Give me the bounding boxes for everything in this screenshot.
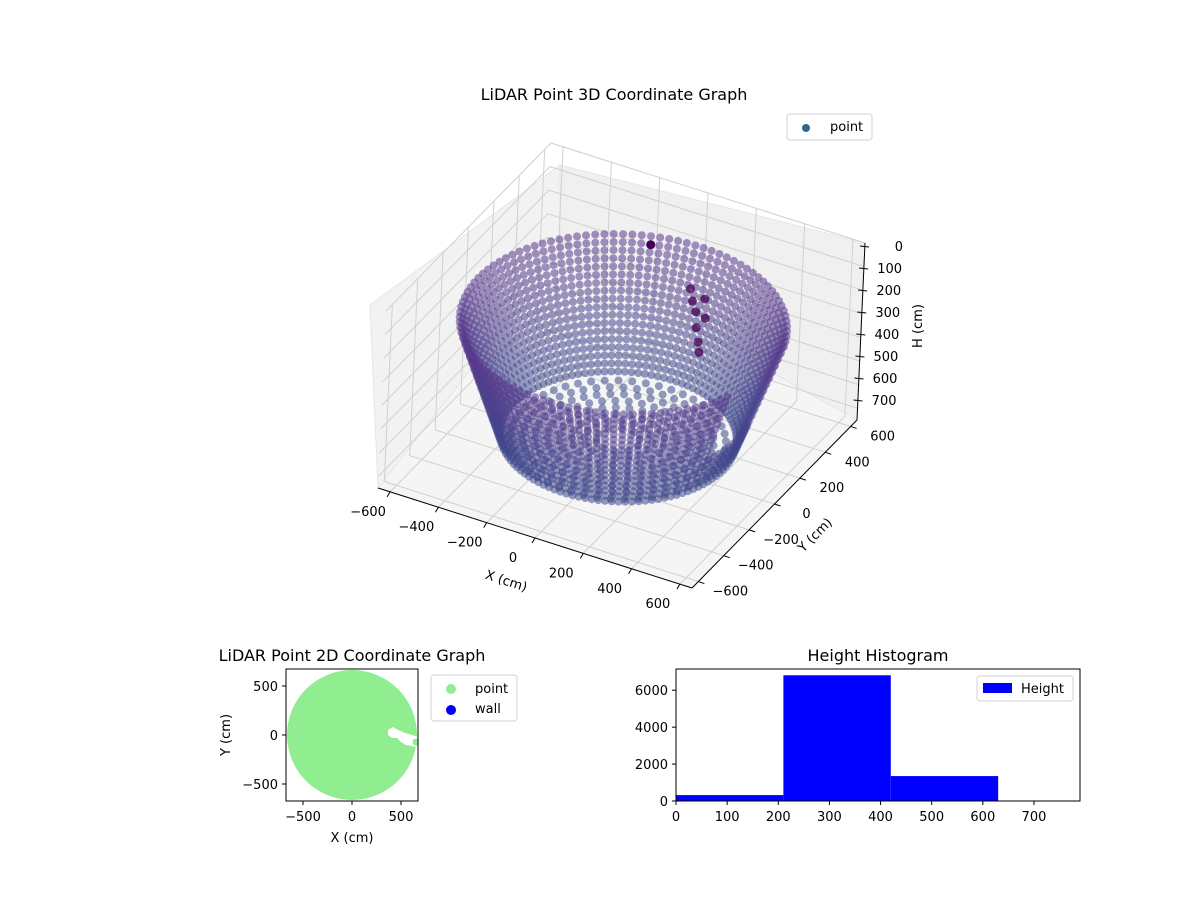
y-tick-label-2d: 0 [270,729,278,744]
legend-2d-label-point: point [475,682,508,697]
point-disk [287,670,417,800]
histogram-y-tick-label: 0 [660,795,668,810]
y-tick-label-3d: 0 [802,507,810,522]
plot-3d: LiDAR Point 3D Coordinate Graph −600 −400… [350,85,926,612]
plot-histogram: Height Histogram 0 100 200 300 400 500 600 7000… [635,646,1081,825]
legend-3d: point [786,113,873,141]
y-tick-label-3d: −400 [738,559,774,574]
z-tick-label-3d: 0 [895,240,903,255]
histogram-x-tick-label: 300 [817,810,842,825]
z-tick-label-3d: 700 [872,394,897,409]
histogram-x-tick-label: 0 [672,810,680,825]
x-tick-label-3d: 600 [646,597,671,612]
x-tick-label-3d: −400 [399,520,435,535]
y-tick-label-3d: 600 [870,429,895,444]
x-tick-label-3d: 400 [597,582,622,597]
y-tick-label-3d: −200 [763,533,799,548]
x-ticks-3d: −600 −400 −200 0 200 400 600 [350,491,681,612]
histogram-x-tick-label: 200 [766,810,791,825]
legend-wall-marker-icon [446,705,456,715]
y-tick-label-3d: −600 [712,585,748,600]
z-tick-label-3d: 100 [877,262,902,277]
plot-2d: LiDAR Point 2D Coordinate Graph −500 0 500… [219,646,518,846]
z-tick-label-3d: 400 [874,328,899,343]
histogram-bar [676,795,784,801]
histogram-y-tick-label: 2000 [635,758,668,773]
x-tick-label-3d: 0 [509,551,517,566]
z-ticks-3d: 0 100 200 300 400 500 600 700 [853,240,903,409]
histogram-title: Height Histogram [808,646,949,665]
histogram-y-tick-label: 4000 [635,721,668,736]
plot-2d-title: LiDAR Point 2D Coordinate Graph [219,646,486,665]
legend-histogram: Height [976,675,1074,702]
y-tick-label-3d: 400 [845,455,870,470]
z-tick-label-3d: 600 [873,372,898,387]
histogram-ticks: 0 100 200 300 400 500 600 700 0 2000 4000 6000 [635,684,1046,825]
x-tick-label-3d: −600 [350,505,386,520]
y-tick-label-2d: −500 [242,778,278,793]
x-tick-label-3d: −200 [447,536,483,551]
histogram-x-tick-label: 500 [919,810,944,825]
z-axis-3d [856,242,866,421]
x-tick-label-3d: 200 [549,566,574,581]
histogram-y-tick-label: 6000 [635,684,668,699]
histogram-bar [890,776,999,801]
x-tick-label-2d: 500 [389,810,414,825]
z-tick-label-3d: 200 [876,284,901,299]
legend-3d-label-point: point [830,120,863,135]
x-axis-label-3d: X (cm) [483,568,529,596]
z-axis-label-3d: H (cm) [911,304,926,348]
y-tick-label-2d: 500 [253,680,278,695]
legend-2d: point wall [430,674,518,722]
histogram-x-tick-label: 600 [970,810,995,825]
scan-gap [388,727,418,748]
x-tick-label-2d: 0 [348,810,356,825]
legend-histogram-label-height: Height [1021,682,1064,697]
legend-point-marker-icon [446,684,456,694]
histogram-x-tick-label: 100 [715,810,740,825]
y-axis-label-2d: Y (cm) [219,714,234,757]
legend-2d-label-wall: wall [475,702,501,717]
histogram-bar [783,675,891,801]
y-tick-label-3d: 200 [819,481,844,496]
legend-height-swatch-icon [983,683,1012,693]
histogram-x-tick-label: 700 [1022,810,1047,825]
z-tick-label-3d: 300 [875,306,900,321]
histogram-bars [676,675,999,801]
y-axis-label-3d: Y (cm) [795,515,836,556]
histogram-x-tick-label: 400 [868,810,893,825]
plot-3d-title: LiDAR Point 3D Coordinate Graph [481,85,748,104]
x-tick-label-2d: −500 [285,810,321,825]
ticks-2d: −500 0 500 500 0 −500 [242,680,413,825]
legend-point-marker-icon [802,124,810,132]
x-axis-label-2d: X (cm) [331,831,374,846]
z-tick-label-3d: 500 [874,350,899,365]
point-cloud-3d [455,230,791,506]
